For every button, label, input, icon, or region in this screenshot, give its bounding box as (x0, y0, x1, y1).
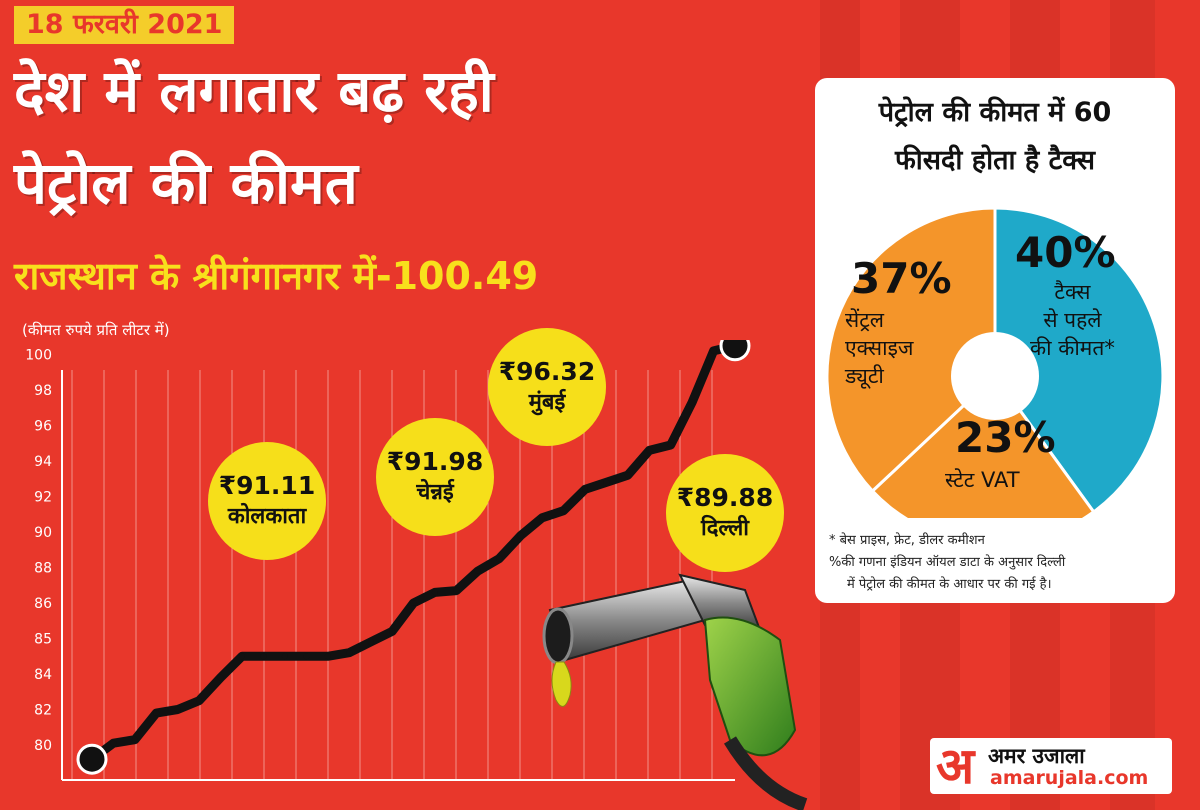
tax-pie-chart (825, 206, 1165, 518)
price-line-chart: 80 82 84 85 86 88 90 92 94 96 98 100 (25, 340, 751, 781)
data-point (689, 399, 696, 406)
headline-line-1: देश में लगातार बढ़ रही (14, 57, 494, 125)
y-tick-label: 92 (34, 490, 52, 506)
y-tick-label: 98 (34, 383, 52, 399)
unit-note: (कीमत रुपये प्रति लीटर में) (22, 321, 170, 339)
data-point (303, 653, 310, 660)
data-point (646, 447, 653, 454)
slice-label-base-price: टैक्स से पहले की कीमत* (1030, 278, 1115, 362)
footnote: * बेस प्राइस, फ्रेट, डीलर कमीशन (829, 533, 985, 548)
y-tick-label: 86 (34, 596, 52, 612)
price-bubble-kolkata: ₹91.11 कोलकाता (208, 442, 326, 560)
price-bubble-chennai: ₹91.98 चेन्नई (376, 418, 494, 536)
headline-line-2: पेट्रोल की कीमत (14, 149, 358, 217)
slice-pct-excise: 37% (851, 254, 952, 303)
data-point (624, 472, 631, 479)
date-badge: 18 फरवरी 2021 (14, 6, 235, 44)
city-name: कोलकाता (227, 504, 307, 529)
city-name: चेन्नई (416, 480, 454, 505)
pie-slice (825, 206, 997, 494)
y-tick-label: 100 (25, 348, 52, 364)
pie-slice (993, 206, 1165, 514)
data-point (539, 514, 546, 521)
y-tick-label: 85 (34, 632, 52, 648)
data-point (710, 347, 717, 354)
footnote: %की गणना इंडियन ऑयल डाटा के अनुसार दिल्ल… (829, 555, 1066, 570)
data-point (324, 653, 331, 660)
y-tick-label: 96 (34, 419, 52, 435)
price-value: ₹89.88 (676, 483, 774, 512)
data-point (603, 479, 610, 486)
data-point (453, 587, 460, 594)
data-point (389, 628, 396, 635)
data-point (217, 674, 224, 681)
data-point (581, 486, 588, 493)
price-bubble-mumbai: ₹96.32 मुंबई (488, 328, 606, 446)
slice-label-excise: सेंट्रल एक्साइज ड्यूटी (845, 306, 913, 390)
city-name: दिल्ली (701, 516, 749, 541)
slice-pct-vat: 23% (955, 413, 1056, 462)
price-value: ₹91.11 (218, 471, 316, 500)
price-value: ₹96.32 (498, 357, 596, 386)
data-point (260, 653, 267, 660)
y-tick-label: 84 (34, 667, 52, 683)
slice-label-line: से पहले (1043, 308, 1102, 332)
data-point (174, 706, 181, 713)
data-point (410, 600, 417, 606)
data-point (517, 532, 524, 539)
slice-label-vat: स्टेट VAT (945, 466, 1020, 494)
y-tick-label: 82 (34, 703, 52, 719)
slice-pct-base-price: 40% (1015, 228, 1116, 277)
price-bubble-delhi: ₹89.88 दिल्ली (666, 454, 784, 572)
y-tick-label: 94 (34, 454, 52, 470)
pie-slice (870, 373, 1096, 518)
data-point (474, 568, 481, 575)
y-tick-label: 90 (34, 525, 52, 541)
data-point (346, 649, 353, 656)
pie-hole (951, 332, 1039, 420)
slice-label-line: सेंट्रल (845, 308, 885, 332)
data-point (496, 555, 503, 562)
subtitle: राजस्थान के श्रीगंगानगर में-100.49 (14, 254, 539, 298)
brand-name: अमर उजाला (988, 744, 1085, 768)
city-name: मुंबई (528, 390, 566, 415)
tax-breakdown-card: पेट्रोल की कीमत में 60 फीसदी होता है टैक… (815, 78, 1175, 603)
brand-mark: अ (936, 737, 975, 795)
footnote: में पेट्रोल की कीमत के आधार पर की गई है। (847, 577, 1052, 592)
y-tick-label: 80 (34, 738, 52, 754)
slice-label-line: एक्साइज (845, 336, 914, 360)
data-point (667, 442, 674, 449)
data-point (239, 653, 246, 660)
slice-label-line: स्टेट VAT (945, 468, 1020, 492)
data-point (367, 639, 374, 646)
data-point (131, 736, 138, 743)
data-point (281, 653, 288, 660)
brand-site: amarujala.com (990, 767, 1149, 789)
data-point (110, 740, 117, 747)
y-tick-label: 88 (34, 561, 52, 577)
brand-logo: अ अमर उजाला amarujala.com (930, 738, 1172, 794)
slice-label-line: ड्यूटी (845, 364, 884, 388)
pie-title-line-1: पेट्रोल की कीमत में 60 (878, 97, 1112, 128)
data-point (560, 507, 567, 514)
line-end-marker (719, 340, 751, 362)
data-point (153, 710, 160, 717)
data-point (196, 697, 203, 704)
pie-title-line-2: फीसदी होता है टैक्स (894, 145, 1096, 176)
fuel-nozzle-illustration (542, 573, 808, 810)
data-point (431, 589, 438, 596)
slice-label-line: टैक्स (1054, 280, 1091, 304)
slice-label-line: की कीमत* (1030, 336, 1115, 360)
price-value: ₹91.98 (386, 447, 484, 476)
line-end-marker (76, 743, 108, 775)
